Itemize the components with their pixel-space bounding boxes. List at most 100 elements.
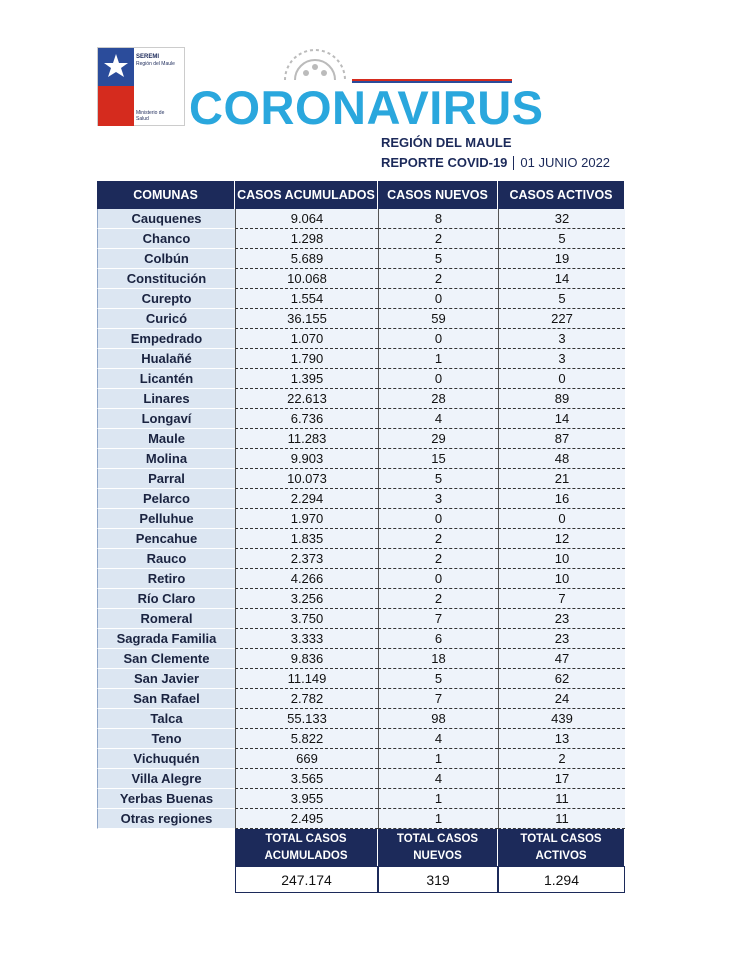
comuna-name: San Rafael [97,689,235,709]
comuna-name: Romeral [97,609,235,629]
cell-value: 0 [498,509,625,529]
cell-value: 1.835 [235,529,378,549]
cell-value: 0 [378,569,498,589]
comuna-name: Yerbas Buenas [97,789,235,809]
report-line: REPORTE COVID-19 01 JUNIO 2022 [381,155,610,170]
cell-value: 12 [498,529,625,549]
cell-value: 3.256 [235,589,378,609]
date: 01 JUNIO 2022 [520,155,611,170]
cell-value: 17 [498,769,625,789]
total-label: TOTAL CASOS ACUMULADOS [235,829,378,866]
cell-value: 4 [378,729,498,749]
title: CORONAVIRUS [189,81,544,134]
cell-value: 0 [378,289,498,309]
cell-value: 8 [378,209,498,229]
cell-value: 47 [498,649,625,669]
comuna-name: Sagrada Familia [97,629,235,649]
cell-value: 5 [498,289,625,309]
comuna-name: Linares [97,389,235,409]
comuna-name: Vichuquén [97,749,235,769]
cell-value: 10 [498,549,625,569]
cell-value: 5 [498,229,625,249]
logo-red [98,86,134,126]
comuna-name: Constitución [97,269,235,289]
cell-value: 0 [378,329,498,349]
cell-value: 2 [498,749,625,769]
cell-value: 22.613 [235,389,378,409]
cell-value: 2 [378,589,498,609]
cell-value: 23 [498,629,625,649]
cell-value: 16 [498,489,625,509]
cell-value: 59 [378,309,498,329]
cell-value: 1.298 [235,229,378,249]
logo-region: Región del Maule [136,61,175,67]
cell-value: 55.133 [235,709,378,729]
comuna-name: Hualañé [97,349,235,369]
comuna-name: San Clemente [97,649,235,669]
comuna-name: Pencahue [97,529,235,549]
cell-value: 1.790 [235,349,378,369]
cell-value: 7 [498,589,625,609]
cell-value: 14 [498,409,625,429]
cell-value: 1 [378,749,498,769]
total-value: 1.294 [498,866,625,893]
cell-value: 3.565 [235,769,378,789]
cell-value: 2 [378,549,498,569]
cell-value: 1.395 [235,369,378,389]
cell-value: 5 [378,669,498,689]
separator [513,155,515,170]
comuna-name: Curicó [97,309,235,329]
cell-value: 2 [378,229,498,249]
cell-value: 1.554 [235,289,378,309]
cell-value: 10.073 [235,469,378,489]
comuna-name: Otras regiones [97,809,235,829]
cell-value: 19 [498,249,625,269]
comuna-name: Villa Alegre [97,769,235,789]
comuna-name: Pelarco [97,489,235,509]
cell-value: 3.750 [235,609,378,629]
cell-value: 10 [498,569,625,589]
logo-blue [98,48,134,86]
cell-value: 9.064 [235,209,378,229]
cell-value: 36.155 [235,309,378,329]
cell-value: 11 [498,809,625,829]
column-header: CASOS ACTIVOS [498,181,625,209]
comuna-name: Colbún [97,249,235,269]
blue-rule [352,81,512,83]
subtitle: REGIÓN DEL MAULE [381,135,512,150]
cell-value: 2.294 [235,489,378,509]
logo-bottom: Ministerio de Salud [136,110,165,122]
cell-value: 2.373 [235,549,378,569]
virus-icon [284,49,346,81]
cell-value: 29 [378,429,498,449]
cell-value: 4 [378,769,498,789]
cell-value: 98 [378,709,498,729]
comuna-name: Teno [97,729,235,749]
comuna-name: Retiro [97,569,235,589]
cell-value: 11.283 [235,429,378,449]
cell-value: 9.903 [235,449,378,469]
total-value: 247.174 [235,866,378,893]
cell-value: 15 [378,449,498,469]
cell-value: 227 [498,309,625,329]
cell-value: 62 [498,669,625,689]
cell-value: 18 [378,649,498,669]
logo-emblem [104,54,128,77]
column-header: COMUNAS [97,181,235,209]
cell-value: 13 [498,729,625,749]
cell-value: 7 [378,689,498,709]
cell-value: 23 [498,609,625,629]
cell-value: 1 [378,789,498,809]
cell-value: 4.266 [235,569,378,589]
cell-value: 5.689 [235,249,378,269]
cell-value: 10.068 [235,269,378,289]
cell-value: 11 [498,789,625,809]
cell-value: 7 [378,609,498,629]
comuna-name: Maule [97,429,235,449]
cell-value: 2 [378,529,498,549]
total-value: 319 [378,866,498,893]
comuna-name: Chanco [97,229,235,249]
logo: SEREMI Región del Maule Ministerio de Sa… [97,47,185,126]
cell-value: 0 [498,369,625,389]
